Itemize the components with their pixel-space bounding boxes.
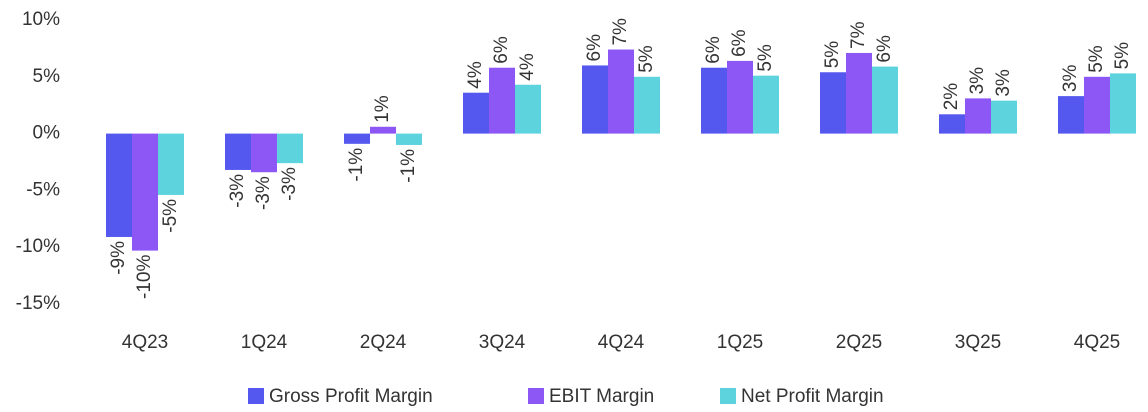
value-label: -5%: [160, 199, 181, 233]
value-label: -1%: [346, 148, 367, 182]
value-label: 6%: [874, 35, 895, 63]
value-label: 2%: [941, 83, 962, 111]
value-label: 4%: [465, 61, 486, 89]
bar: [132, 133, 158, 251]
value-label: 7%: [848, 21, 869, 49]
x-tick-label: 1Q24: [241, 332, 288, 353]
x-tick-label: 4Q24: [598, 332, 645, 353]
y-tick-label: 10%: [22, 9, 60, 30]
value-label: 3%: [967, 67, 988, 95]
x-tick-label: 3Q25: [955, 332, 1001, 353]
bar: [251, 133, 277, 173]
y-tick-label: -15%: [16, 293, 60, 314]
legend-label: Gross Profit Margin: [269, 386, 433, 407]
value-label: 6%: [491, 36, 512, 64]
value-label: -3%: [279, 167, 300, 201]
bar: [277, 133, 303, 164]
x-tick-label: 4Q23: [122, 332, 168, 353]
bar: [582, 65, 608, 134]
value-label: 6%: [729, 29, 750, 57]
bar: [846, 52, 872, 134]
value-label: 5%: [755, 44, 776, 72]
value-label: -9%: [108, 241, 129, 275]
value-label: 5%: [636, 45, 657, 73]
bar: [106, 133, 132, 237]
value-label: 6%: [584, 34, 605, 62]
x-tick-label: 2Q24: [360, 332, 407, 353]
y-tick-label: 0%: [33, 123, 61, 144]
value-label: 7%: [610, 18, 631, 46]
y-tick-label: -10%: [16, 236, 60, 257]
value-label: 5%: [1112, 42, 1133, 70]
value-label: 1%: [372, 95, 393, 123]
bar: [991, 100, 1017, 134]
bar: [872, 66, 898, 134]
bar: [396, 133, 422, 145]
legend-swatch: [720, 388, 736, 404]
value-label: 3%: [993, 69, 1014, 97]
bar: [939, 114, 965, 134]
value-label: -1%: [398, 149, 419, 183]
value-label: 5%: [1086, 45, 1107, 73]
value-label: 5%: [822, 41, 843, 69]
bar: [225, 133, 251, 170]
legend-swatch: [528, 388, 544, 404]
legend-swatch: [248, 388, 264, 404]
bar: [344, 133, 370, 144]
bar: [820, 72, 846, 134]
bar: [727, 60, 753, 134]
bar: [1058, 96, 1084, 134]
bar: [965, 98, 991, 134]
y-tick-label: -5%: [26, 179, 60, 200]
bar: [1110, 73, 1136, 134]
bar: [608, 49, 634, 134]
bar: [753, 75, 779, 134]
value-label: 6%: [703, 36, 724, 64]
bar: [463, 92, 489, 134]
x-tick-label: 4Q25: [1074, 332, 1120, 353]
bar: [515, 84, 541, 134]
bar: [701, 67, 727, 134]
legend-label: EBIT Margin: [549, 386, 654, 407]
value-label: -10%: [134, 255, 155, 299]
legend-label: Net Profit Margin: [741, 386, 884, 407]
value-label: 3%: [1060, 65, 1081, 93]
x-tick-label: 3Q24: [479, 332, 526, 353]
value-label: 4%: [517, 53, 538, 81]
bar: [1084, 76, 1110, 134]
value-label: -3%: [227, 174, 248, 208]
bar: [370, 126, 396, 134]
bar: [634, 76, 660, 134]
bar: [158, 133, 184, 195]
bar: [489, 67, 515, 134]
y-tick-label: 5%: [33, 66, 61, 87]
x-tick-label: 2Q25: [836, 332, 882, 353]
x-tick-label: 1Q25: [717, 332, 763, 353]
value-label: -3%: [253, 176, 274, 210]
